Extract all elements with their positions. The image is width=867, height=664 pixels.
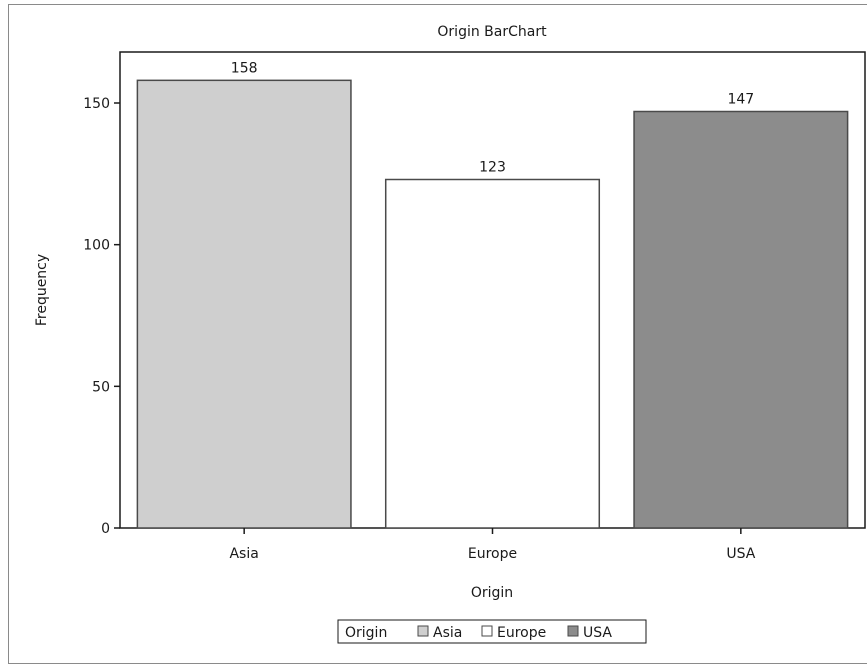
x-axis-label: Origin	[471, 585, 513, 601]
y-tick-label: 0	[101, 521, 110, 537]
y-axis-label: Frequency	[34, 254, 50, 326]
bar-asia	[136, 79, 352, 529]
legend: Origin Asia Europe USA	[337, 619, 647, 644]
legend-swatch-europe	[481, 625, 493, 637]
legend-title: Origin	[345, 625, 387, 641]
data-label-usa: 147	[727, 92, 754, 108]
x-tick-label-usa: USA	[726, 546, 755, 562]
legend-swatch-asia	[417, 625, 429, 637]
x-tick-label-europe: Europe	[468, 546, 517, 562]
bar-usa	[633, 110, 849, 529]
legend-swatch-usa	[567, 625, 579, 637]
y-tick-label: 150	[83, 96, 110, 112]
x-tick-label-asia: Asia	[229, 546, 258, 562]
chart-title: Origin BarChart	[437, 24, 547, 40]
x-axis-ticks: Asia Europe USA	[229, 528, 756, 562]
data-label-europe: 123	[479, 160, 506, 176]
y-tick-label: 50	[92, 379, 110, 395]
data-labels-group: 158 123 147	[231, 60, 754, 175]
y-axis: 0 50 100 150	[83, 96, 120, 537]
legend-label-usa: USA	[583, 625, 612, 641]
bar-europe	[384, 178, 601, 529]
data-label-asia: 158	[231, 60, 258, 76]
bars-group	[136, 79, 849, 529]
legend-label-europe: Europe	[497, 625, 546, 641]
legend-label-asia: Asia	[433, 625, 462, 641]
y-tick-label: 100	[83, 238, 110, 254]
